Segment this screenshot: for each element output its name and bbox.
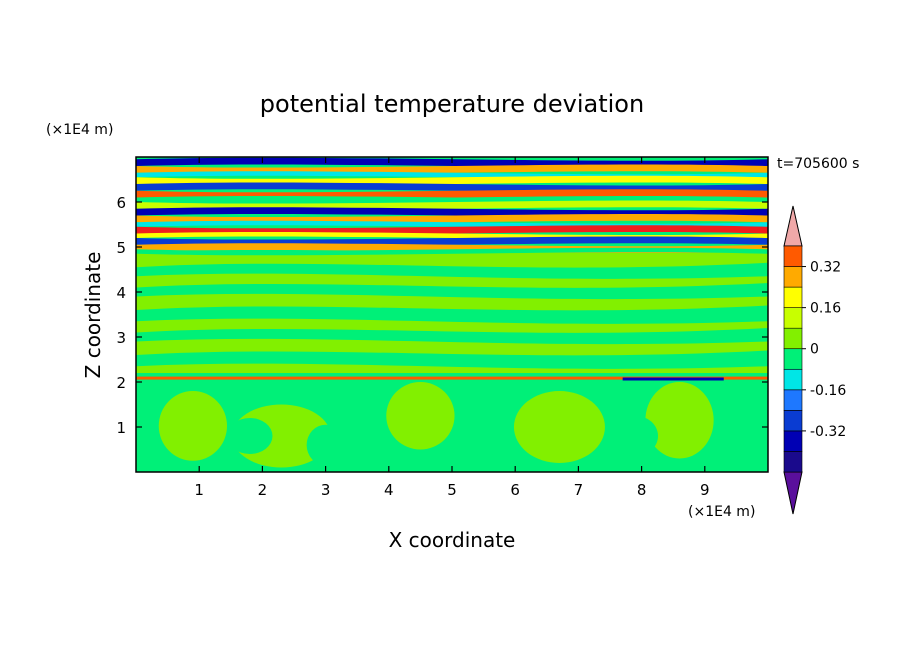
x-tick-label: 6 [510, 481, 520, 499]
colorbar-segment [783, 348, 803, 370]
upper-band [136, 247, 768, 256]
y-tick-label: 3 [116, 329, 126, 347]
temperature-field [136, 157, 768, 472]
colorbar-segment [783, 286, 803, 308]
plume-lobe [158, 391, 228, 461]
colorbar-segment [783, 368, 803, 391]
plume-lobe [645, 382, 714, 459]
y-unit-label: (×1E4 m) [46, 122, 113, 138]
colorbar-segment [783, 327, 803, 350]
neutral-lobe [460, 415, 507, 457]
x-tick-label: 2 [258, 481, 268, 499]
y-tick-label: 5 [116, 239, 126, 257]
plume-lobe [386, 382, 455, 450]
colorbar-segment [783, 307, 803, 329]
x-unit-label: (×1E4 m) [688, 504, 755, 520]
chart-title: potential temperature deviation [260, 90, 644, 118]
colorbar-tick-label: 0.32 [810, 260, 841, 276]
colorbar-segment [783, 266, 803, 288]
colorbar-tick-label: 0.16 [810, 301, 841, 317]
y-axis-title: Z coordinate [81, 252, 105, 379]
neutral-lobe [306, 424, 345, 466]
plume-lobe [513, 391, 605, 463]
colorbar-segment [783, 245, 803, 267]
mid-band [136, 305, 768, 324]
mid-band [136, 328, 768, 345]
y-tick-label: 2 [116, 374, 126, 392]
colorbar-tick-label: 0 [810, 342, 819, 358]
x-tick-label: 9 [700, 481, 710, 499]
x-tick-label: 5 [447, 481, 457, 499]
colorbar: 0.32 0.16 0 -0.16 -0.32 [783, 205, 846, 515]
anomaly-line-cold [622, 377, 724, 381]
time-label: t=705600 s [777, 156, 859, 172]
neutral-lobe [227, 418, 273, 454]
y-axis-ticks: 1 2 3 4 5 6 [116, 194, 768, 437]
y-tick-label: 6 [116, 194, 126, 212]
x-tick-label: 3 [321, 481, 331, 499]
anomaly-line-warm [136, 376, 768, 380]
neutral-lobe [612, 415, 659, 457]
mid-band [136, 283, 768, 300]
mid-band [136, 262, 768, 279]
x-tick-label: 7 [574, 481, 584, 499]
colorbar-tick-label: -0.16 [810, 383, 846, 399]
y-tick-label: 1 [116, 419, 126, 437]
colorbar-tick-label: -0.32 [810, 424, 846, 440]
colorbar-segment [783, 410, 803, 432]
colorbar-segment [783, 389, 803, 411]
x-tick-label: 4 [384, 481, 394, 499]
x-axis-title: X coordinate [389, 528, 516, 552]
colorbar-segment [783, 451, 803, 473]
colorbar-max-arrow [783, 205, 803, 247]
colorbar-min-arrow [783, 471, 803, 515]
x-tick-label: 1 [194, 481, 204, 499]
neutral-lobe [721, 415, 752, 457]
x-axis-ticks: 1 2 3 4 5 6 7 8 9 [194, 157, 710, 499]
x-tick-label: 8 [637, 481, 647, 499]
y-tick-label: 4 [116, 284, 126, 302]
colorbar-segment [783, 430, 803, 452]
mid-band [136, 350, 768, 369]
